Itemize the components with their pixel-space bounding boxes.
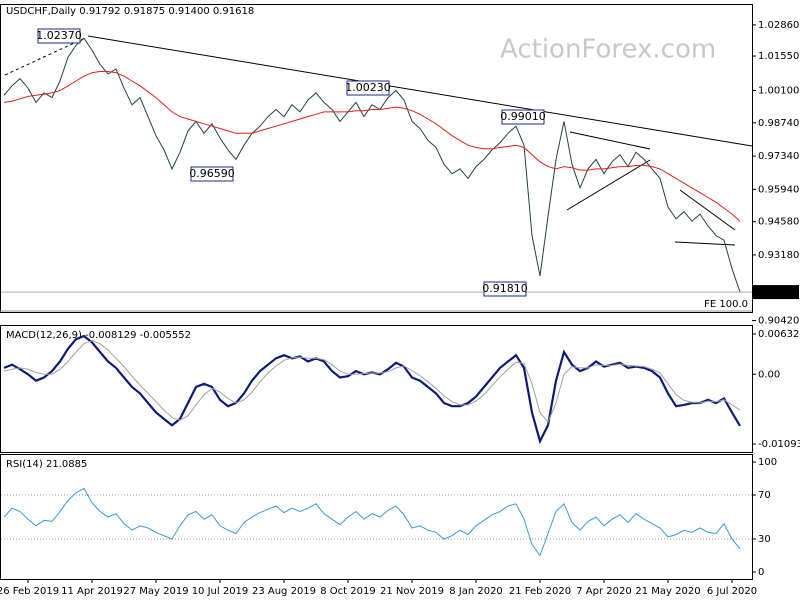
x-tick-label: 8 Oct 2019: [320, 586, 375, 597]
fe-label: FE 100.0: [704, 299, 748, 310]
rsi-panel: [0, 454, 753, 580]
y-tick-label: 0.98740: [758, 118, 799, 129]
annotation-box: [37, 28, 81, 44]
trend-line: [4, 37, 86, 76]
annotation-box: [190, 166, 234, 182]
series-line: [3, 71, 741, 222]
annotation-box: [483, 281, 527, 297]
macd-panel: [0, 325, 753, 453]
series-line: [3, 487, 741, 557]
y-tick-label: 0.93180: [758, 250, 799, 261]
annotation-label: 0.96590: [189, 167, 235, 180]
annotation-label: 0.99010: [500, 110, 546, 123]
rsi-title: RSI(14) 21.0885: [6, 459, 87, 470]
x-tick-label: 23 Aug 2019: [252, 586, 316, 597]
current-price-box: [753, 285, 799, 300]
series-line: [3, 334, 741, 445]
y-tick-label: 0.006321: [758, 329, 800, 340]
x-tick-label: 21 Nov 2019: [380, 586, 444, 597]
annotation-label: 1.00230: [345, 81, 391, 94]
macd-title: MACD(12,26,9) -0.008129 -0.005552: [6, 330, 191, 341]
x-tick-label: 21 May 2020: [635, 586, 700, 597]
annotation-box: [501, 109, 545, 125]
wedge-line: [679, 189, 736, 231]
y-tick-label: 100: [758, 457, 777, 468]
annotation-label: 0.91810: [482, 282, 528, 295]
x-tick-label: 11 Apr 2019: [61, 586, 123, 597]
x-tick-label: 8 Jan 2020: [449, 586, 503, 597]
series-line: [3, 339, 741, 424]
y-tick-label: 70: [758, 490, 771, 501]
y-tick-label: 0.97340: [758, 151, 799, 162]
y-tick-label: 1.01550: [758, 51, 799, 62]
price-title: USDCHF,Daily 0.91792 0.91875 0.91400 0.9…: [6, 6, 254, 17]
y-tick-label: 1.02860: [758, 20, 799, 31]
current-price-label: 0.91618: [756, 287, 797, 298]
series-line: [3, 37, 741, 293]
annotation-label: 1.02370: [36, 29, 82, 42]
y-tick-label: 0: [758, 567, 764, 578]
x-tick-label: 6 Jul 2020: [707, 586, 757, 597]
y-tick-label: 0.94580: [758, 217, 799, 228]
x-tick-label: 10 Jul 2019: [192, 586, 249, 597]
triangle-line: [569, 131, 651, 150]
y-tick-label: 0.95940: [758, 184, 799, 195]
x-tick-label: 26 Feb 2019: [0, 586, 59, 597]
y-tick-label: 30: [758, 534, 771, 545]
y-tick-label: 0.90420: [758, 316, 799, 327]
annotation-box: [346, 80, 390, 96]
x-tick-label: 27 May 2019: [123, 586, 188, 597]
price-panel: [0, 4, 753, 313]
triangle-line: [566, 159, 651, 211]
y-tick-label: -0.010939: [758, 439, 800, 450]
y-tick-label: 1.00100: [758, 86, 799, 97]
x-tick-label: 7 Apr 2020: [576, 586, 631, 597]
x-tick-label: 21 Feb 2020: [509, 586, 571, 597]
watermark: ActionForex.com: [500, 35, 716, 65]
trend-line: [87, 35, 753, 147]
y-tick-label: 0.00: [758, 369, 780, 380]
